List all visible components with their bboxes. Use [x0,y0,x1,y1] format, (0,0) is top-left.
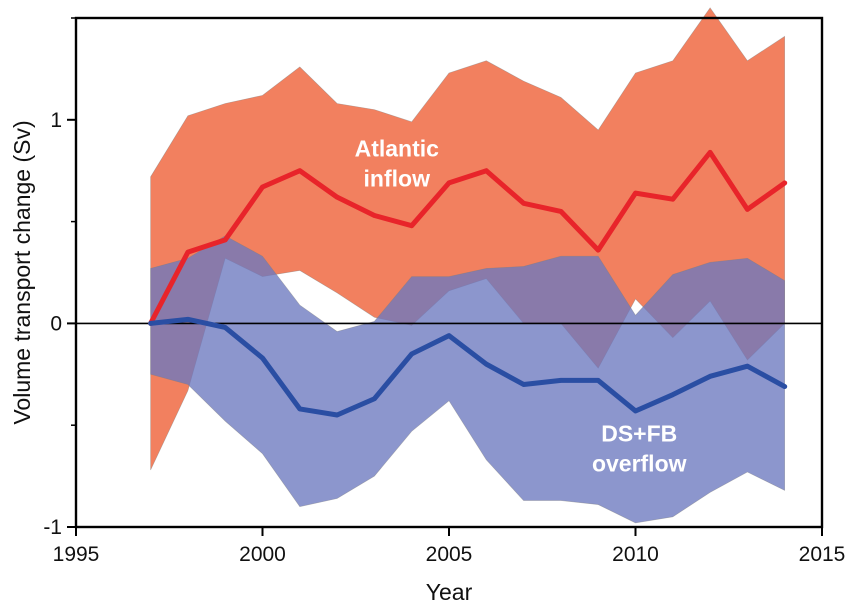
atlantic-data-point [558,209,564,214]
atlantic-data-point [260,184,265,190]
atlantic-annotation-line: Atlantic [355,135,440,161]
atlantic-data-point [782,180,787,186]
atlantic-data-point [745,207,750,212]
atlantic-series-line [148,149,788,326]
overflow-annotation: DS+FB overflow [592,420,687,476]
atlantic-annotation-line: inflow [364,165,431,191]
annotations: Atlantic inflow DS+FB overflow [355,135,687,476]
atlantic-annotation: Atlantic inflow [355,135,440,191]
atlantic-data-point [484,168,489,173]
overflow-series-line [148,316,788,418]
atlantic-data-point [446,180,452,186]
overflow-data-point [297,406,302,412]
atlantic-data-point [409,223,414,228]
x-axis-title: Year [426,579,473,604]
x-tick-label: 2000 [239,543,286,566]
y-tick-label: 1 [50,109,62,132]
overflow-data-point [372,396,377,401]
overflow-data-point [409,351,414,357]
uncertainty-bands [150,7,786,524]
overflow-data-point [558,378,564,383]
atlantic-data-point [223,237,228,243]
overflow-data-point [484,361,489,367]
atlantic-data-point [372,213,377,218]
overflow-data-point [782,384,787,389]
y-tick-label: -1 [43,516,62,539]
x-tick-label: 2005 [426,543,473,566]
series-lines [148,149,788,418]
overflow-data-point [223,325,228,330]
overflow-annotation-line: overflow [592,450,687,476]
x-tick-label: 2010 [612,543,659,566]
overflow-data-point [446,333,452,338]
x-axis-ticks: 1995 2000 2005 2010 2015 [53,527,846,566]
atlantic-data-point [596,247,601,253]
x-tick-label: 1995 [53,543,100,566]
atlantic-data-point [185,249,191,255]
overflow-annotation-line: DS+FB [601,420,677,446]
overflow-data-point [148,321,153,326]
y-axis-title: Volume transport change (Sv) [9,120,35,424]
overflow-data-point [633,408,638,414]
overflow-uncertainty-band [150,235,786,524]
atlantic-data-point [670,197,675,202]
atlantic-data-point [521,201,526,206]
y-axis-ticks: -1 0 1 [43,17,76,539]
overflow-data-point [670,392,675,397]
overflow-data-point [596,378,601,383]
y-tick-label: 0 [50,312,62,335]
overflow-data-point [745,363,750,369]
atlantic-data-point [633,190,638,196]
overflow-data-point [521,382,526,387]
overflow-data-point [707,374,713,379]
atlantic-data-point [707,150,713,155]
x-tick-label: 2015 [799,543,846,566]
overflow-data-point [260,355,265,361]
atlantic-data-point [334,194,340,200]
overflow-data-point [334,412,340,418]
overflow-data-point [185,317,191,322]
atlantic-data-point [297,168,302,173]
